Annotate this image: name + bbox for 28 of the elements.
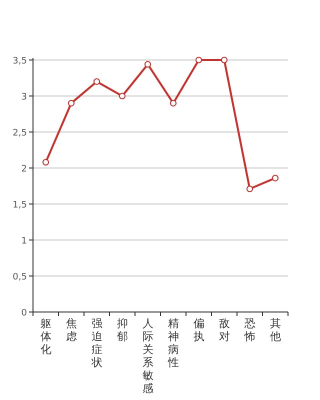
y-tick-label: 0 [21, 308, 28, 318]
x-tick-label: 偏执 [193, 317, 204, 343]
point [42, 158, 50, 166]
point [195, 56, 202, 64]
y-tick-label: 3,5 [12, 56, 27, 66]
x-tick-label: 人际关系敏感 [142, 317, 154, 395]
x-tick-label: 其他 [270, 317, 281, 343]
point [118, 92, 126, 100]
x-tick-label: 恐怖 [243, 317, 256, 343]
x-tick-label: 强迫症状 [90, 317, 102, 369]
x-tick-label: 精神病性 [166, 317, 179, 369]
x-tick-label: 敌对 [218, 317, 230, 343]
point [93, 78, 100, 85]
point [170, 100, 177, 106]
y-tick-label: 2,5 [12, 128, 27, 138]
y-tick-label: 1,5 [12, 200, 27, 210]
point [68, 100, 75, 106]
point [144, 61, 152, 68]
y-tick-label: 1 [21, 236, 27, 246]
point [220, 56, 228, 64]
x-tick-label: 焦虑 [66, 317, 77, 343]
point [246, 186, 254, 192]
x-tick-label: 躯体化 [40, 317, 52, 356]
y-tick-label: 2 [21, 164, 27, 174]
y-tick-label: 0,5 [12, 272, 27, 282]
y-tick-label: 3 [21, 92, 27, 102]
x-tick-label: 抑郁 [116, 317, 128, 343]
point [272, 174, 279, 182]
